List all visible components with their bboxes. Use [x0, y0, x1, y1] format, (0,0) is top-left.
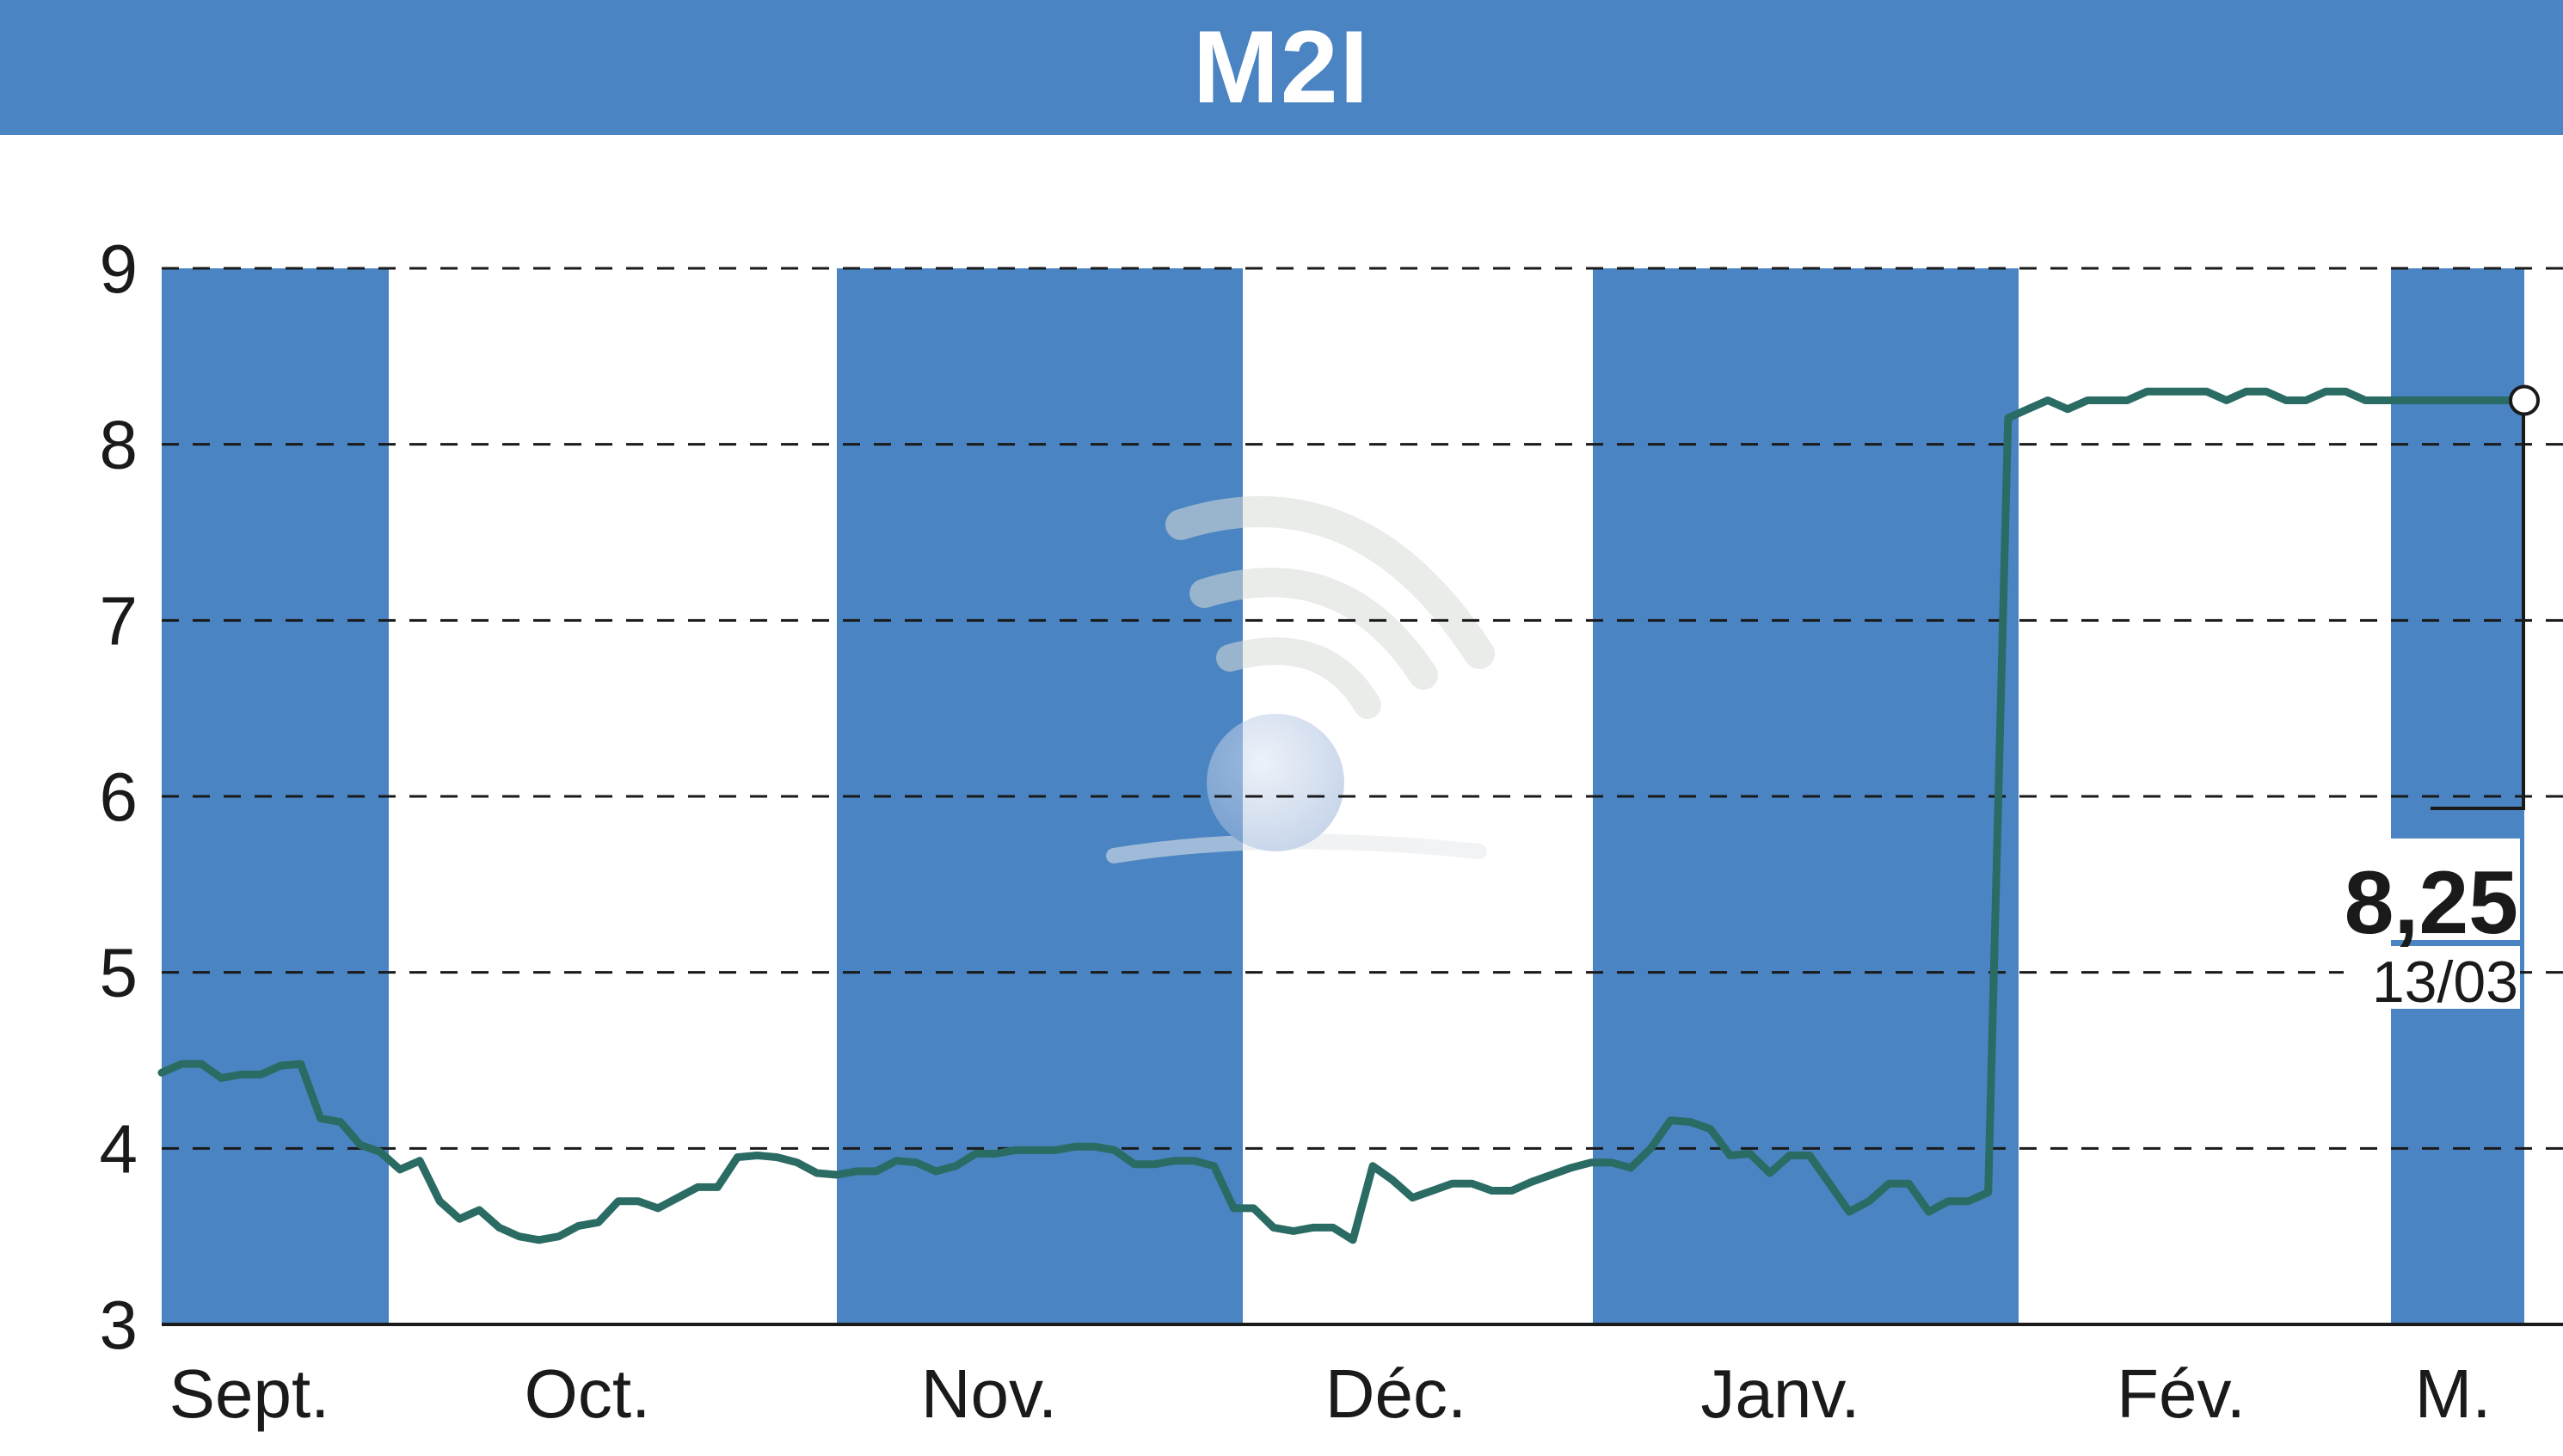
x-tick-label: Nov.	[921, 1355, 1058, 1432]
y-tick-label: 5	[100, 935, 138, 1011]
y-tick-label: 7	[100, 582, 138, 659]
value-backdrop	[2344, 839, 2520, 940]
title-bar: M2I	[0, 0, 2563, 135]
leader-line	[2431, 400, 2525, 810]
watermark-logo	[1106, 495, 1495, 863]
x-tick-label: Fév.	[2117, 1355, 2246, 1432]
watermark-arc-outer	[1165, 495, 1495, 669]
y-tick-label: 9	[100, 230, 138, 307]
x-tick-label: Oct.	[525, 1355, 651, 1432]
x-axis-month-labels: Sept. Oct. Nov. Déc. Janv. Fév. M.	[169, 1355, 2492, 1432]
x-tick-label: Sept.	[169, 1355, 330, 1432]
y-tick-label: 6	[100, 759, 138, 835]
x-tick-label: Déc.	[1325, 1355, 1467, 1432]
y-tick-label: 3	[100, 1287, 138, 1363]
y-tick-label: 8	[100, 407, 138, 483]
chart-title: M2I	[1192, 9, 1371, 125]
y-tick-label: 4	[100, 1110, 138, 1187]
date-backdrop	[2344, 946, 2520, 1009]
last-value-label: 8,25	[2345, 853, 2518, 953]
x-tick-label: Janv.	[1700, 1355, 1859, 1432]
watermark-arc-inner	[1216, 637, 1381, 719]
y-axis-ticks: 3 4 5 6 7 8 9	[100, 230, 138, 1363]
x-tick-label: M.	[2415, 1355, 2492, 1432]
last-date-label: 13/03	[2372, 949, 2518, 1015]
last-point-marker	[2509, 384, 2540, 416]
price-line	[157, 387, 2529, 1244]
watermark-arc-middle	[1189, 568, 1438, 690]
watermark-ball	[1207, 714, 1344, 851]
